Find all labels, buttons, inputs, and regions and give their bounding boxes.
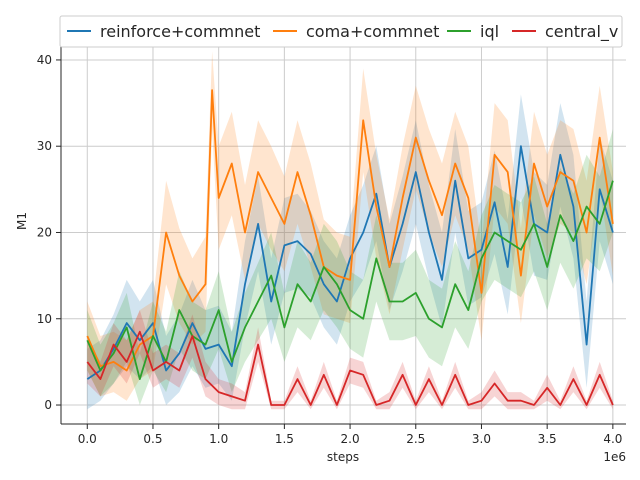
x-axis-label: steps: [327, 450, 359, 464]
legend-label-0: reinforce+commnet: [100, 22, 260, 41]
x-tick-label: 0.5: [143, 432, 162, 446]
series-band-2: [87, 129, 613, 405]
series-line-2: [86, 180, 614, 381]
axes: [60, 47, 626, 425]
x-tick-label: 1.5: [275, 432, 294, 446]
series-band-0: [87, 94, 613, 410]
series-band-1: [87, 51, 613, 401]
series-line-3: [86, 330, 614, 406]
x-tick-label: 1.0: [209, 432, 228, 446]
series-line-0: [86, 145, 614, 380]
x-tick-label: 2.5: [406, 432, 425, 446]
y-tick-label: 0: [44, 398, 52, 412]
legend-frame: [59, 15, 623, 48]
legend-label-2: iql: [480, 22, 499, 41]
series-lines: [86, 89, 614, 406]
y-tick-label: 20: [37, 225, 52, 239]
x-tick-label: 0.0: [78, 432, 97, 446]
x-tick-label: 2.0: [341, 432, 360, 446]
legend: reinforce+commnet coma+commnet iql central_…: [59, 15, 623, 48]
x-offset-label: 1e6: [603, 450, 626, 464]
y-tick-label: 40: [37, 53, 52, 67]
y-tick-label: 10: [37, 312, 52, 326]
y-axis-label: M1: [15, 212, 29, 230]
x-tick-label: 4.0: [603, 432, 622, 446]
y-tick-label: 30: [37, 139, 52, 153]
series-band-3: [87, 310, 613, 410]
series-line-1: [86, 89, 614, 372]
confidence-bands: [87, 51, 613, 410]
y-ticks: 0 10 20 30 40: [37, 53, 61, 412]
x-tick-label: 3.0: [472, 432, 491, 446]
x-ticks: 0.0 0.5 1.0 1.5 2.0 2.5 3.0 3.5 4.0: [78, 424, 622, 446]
legend-label-1: coma+commnet: [306, 22, 439, 41]
legend-label-3: central_v: [545, 22, 618, 42]
x-tick-label: 3.5: [538, 432, 557, 446]
